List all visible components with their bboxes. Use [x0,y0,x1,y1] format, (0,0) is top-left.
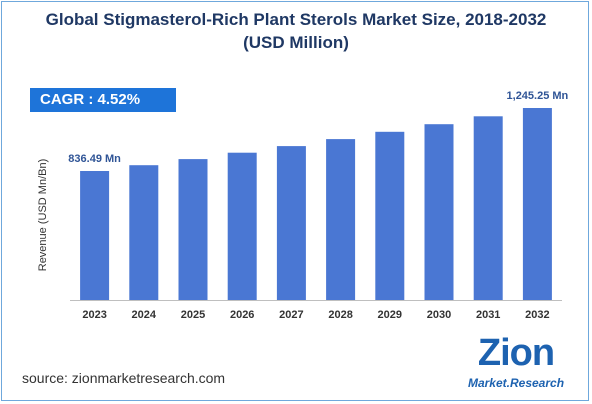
x-tick-label-2026: 2026 [230,309,254,321]
zion-logo: Zion Market.Research [464,332,568,394]
bar-2023 [80,171,110,300]
x-tick-label-2031: 2031 [476,309,500,321]
data-label-2032: 1,245.25 Mn [507,90,569,102]
data-label-2023: 836.49 Mn [68,153,121,165]
bar-2030 [424,124,454,300]
logo-main-text: Zion [477,332,555,374]
x-tick-label-2025: 2025 [181,309,205,321]
x-tick-label-2029: 2029 [378,309,402,321]
x-tick-label-2023: 2023 [82,309,106,321]
bar-2028 [326,139,356,300]
bar-2029 [375,131,405,300]
title-line-1: Global Stigmasterol-Rich Plant Sterols M… [45,10,547,29]
x-tick-label-2027: 2027 [279,309,303,321]
logo-sub-text: Market.Research [467,376,565,390]
source-text: source: zionmarketresearch.com [22,370,226,386]
cagr-badge: CAGR : 4.52% [30,88,176,112]
chart-title: Global Stigmasterol-Rich Plant Sterols M… [0,8,592,54]
bar-2031 [473,116,503,300]
bar-2024 [129,165,159,300]
x-tick-label-2028: 2028 [328,309,352,321]
x-tick-label-2030: 2030 [427,309,451,321]
bar-2032 [522,108,552,300]
x-tick-label-2032: 2032 [525,309,549,321]
bar-2026 [227,152,257,300]
x-tick-label-2024: 2024 [132,309,157,321]
bar-2025 [178,159,208,300]
title-line-2: (USD Million) [243,33,349,52]
bar-2027 [276,146,306,300]
